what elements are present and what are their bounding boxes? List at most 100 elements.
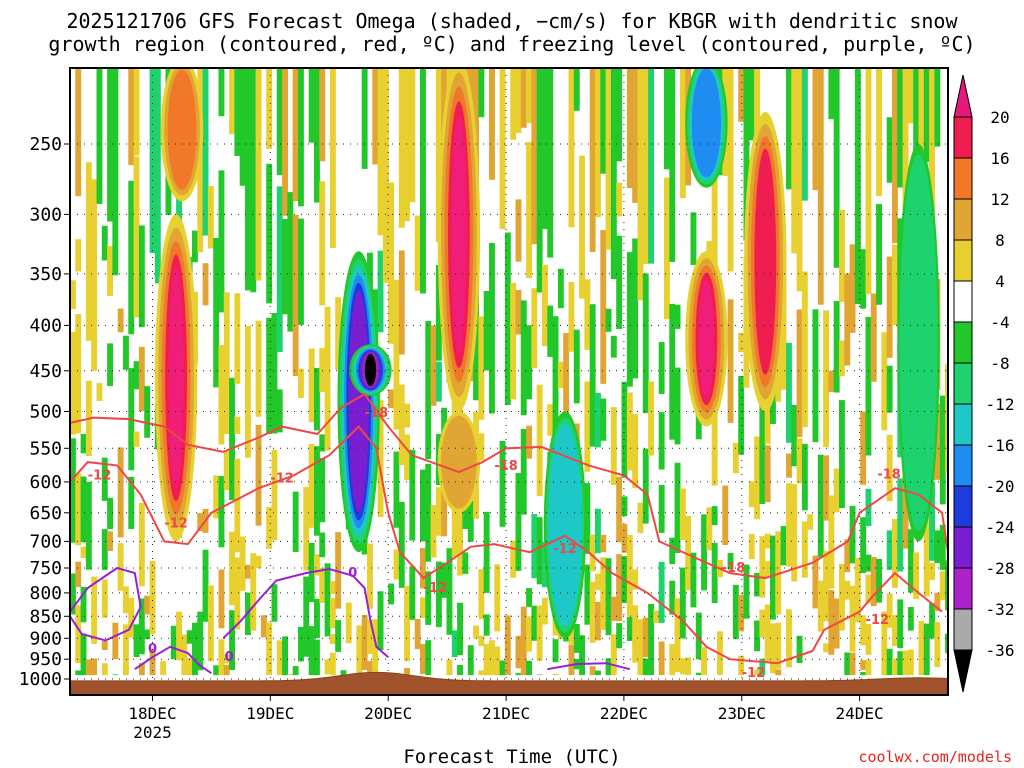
omega-cell [526,616,532,652]
omega-cell [271,584,278,622]
omega-cell [314,446,320,536]
omega-cell [732,442,739,474]
colorbar-label: -24 [986,518,1015,537]
y-tick-label: 900 [29,628,62,649]
omega-cell [250,68,257,293]
omega-cell [420,597,426,618]
omega-cell [425,463,432,562]
omega-cell [478,316,485,420]
contour-label: 0 [225,650,234,665]
omega-cell [690,552,697,608]
omega-cell [839,210,845,302]
omega-cell [923,510,930,597]
omega-cell [669,580,676,615]
omega-cell [266,622,273,676]
colorbar-label: -12 [986,395,1015,414]
omega-cell [345,602,352,644]
omega-cell [223,664,230,676]
omega-cell [637,502,644,534]
contour-freezing-0 [547,662,631,671]
omega-colorbar: 20 16 12 8 4 -4 -8 -12 -16 -20 -24 -28 -32 -36 [953,74,1015,693]
omega-cell [70,280,76,310]
omega-cell [367,252,373,294]
omega-cell [494,646,501,676]
omega-cell [292,68,299,202]
omega-cell [573,624,580,653]
omega-cell [361,615,368,670]
omega-cell [75,239,82,272]
omega-cell [918,68,925,217]
omega-cell [117,543,124,591]
omega-cell [85,162,92,341]
omega-cell [701,514,707,591]
omega-cell [727,299,734,423]
omega-cell [446,548,453,635]
omega-cell [149,68,156,254]
omega-cell [324,659,331,675]
omega-core [757,160,773,363]
omega-cell [589,581,596,643]
omega-cell [542,68,548,230]
omega-cell [764,533,771,549]
omega-cell [377,250,384,333]
colorbar-bottom-arrow [953,649,973,693]
colorbar-swatch [953,567,973,610]
omega-cell [112,68,119,276]
omega-cell [314,68,320,203]
omega-cell [107,245,113,296]
credit-link[interactable]: coolwx.com/models [858,748,1012,766]
omega-cell [435,561,442,628]
omega-cell [420,547,426,589]
omega-cell [632,414,639,489]
contour-labels: -12 -12 -12 -18 -12 -18 -12 -18 -12 -12 -18 0 0 0 [88,406,901,681]
contour-label: -12 [164,516,188,531]
omega-cell [568,644,575,676]
omega-cell [75,68,82,197]
omega-cell [128,180,135,335]
omega-cell [70,331,76,435]
omega-cell [382,68,389,283]
omega-cell [314,639,320,676]
contour-label: -12 [866,613,890,628]
y-tick-label: 750 [29,558,62,579]
omega-cell [255,424,262,526]
omega-cell [96,68,103,204]
omega-cell [133,361,140,390]
omega-cell [589,534,596,572]
omega-cell [499,660,506,676]
omega-cell [669,303,676,440]
x-tick-label: 22DEC [600,704,648,723]
omega-cell [435,487,442,536]
omega-cell [425,571,432,625]
omega-cell [446,659,453,676]
omega-cell [796,309,803,437]
omega-cell [510,540,517,578]
omega-cell [568,282,575,352]
omega-cell [568,68,575,228]
omega-cell [75,605,82,664]
omega-cell [526,141,532,278]
omega-cell [335,532,342,609]
y-tick-label: 500 [29,402,62,423]
omega-cell [435,361,442,402]
omega-cell [595,508,601,554]
colorbar-label: -8 [990,354,1009,373]
omega-cell [786,68,792,190]
omega-cell [876,68,882,197]
omega-cell [192,622,198,676]
y-tick-label: 950 [29,649,62,670]
y-tick-label: 450 [29,361,62,382]
omega-cell [674,367,681,445]
omega-cell [658,485,665,533]
plot-frame [69,67,949,696]
omega-cell [616,554,623,622]
omega-cell [605,658,612,676]
omega-cell [128,68,135,166]
colorbar-swatch [953,526,973,569]
omega-cell [489,640,495,676]
omega-cell [298,626,304,662]
omega-cell [239,68,246,186]
omega-cell [886,365,893,413]
omega-cell [149,648,156,676]
omega-cell [759,658,766,676]
